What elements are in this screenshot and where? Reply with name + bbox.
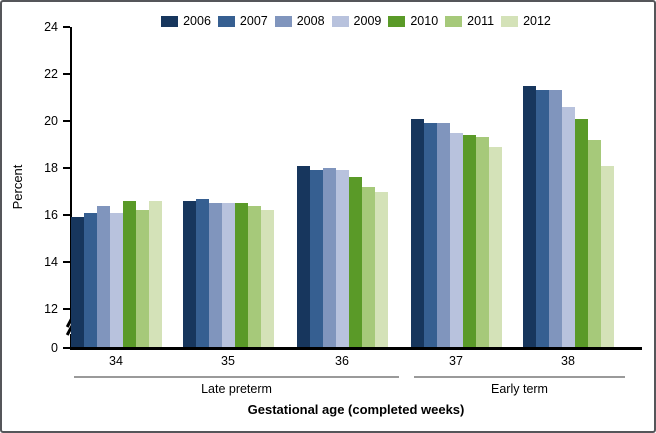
bar-35-2009 bbox=[222, 203, 235, 347]
y-axis-tick bbox=[63, 73, 70, 75]
category-line-late-preterm bbox=[74, 376, 399, 378]
legend-swatch-icon bbox=[388, 15, 406, 27]
x-tick-label-34: 34 bbox=[109, 354, 123, 368]
y-axis-tick-label: 24 bbox=[44, 20, 58, 34]
legend-swatch-icon bbox=[501, 15, 519, 27]
bar-36-2009 bbox=[336, 170, 349, 347]
bar-38-2008 bbox=[549, 90, 562, 347]
legend-label: 2012 bbox=[523, 14, 551, 28]
category-label-early-term: Early term bbox=[491, 382, 548, 396]
bar-38-2009 bbox=[562, 106, 575, 347]
y-axis-tick bbox=[63, 26, 70, 28]
x-tick-label-38: 38 bbox=[561, 354, 575, 368]
y-axis-tick bbox=[63, 120, 70, 122]
bar-37-2009 bbox=[450, 132, 463, 347]
legend-label: 2011 bbox=[467, 14, 495, 28]
bar-35-2012 bbox=[261, 210, 274, 347]
bar-34-2006 bbox=[71, 217, 84, 347]
bar-38-2006 bbox=[523, 85, 536, 347]
y-axis-line bbox=[70, 27, 72, 350]
bar-37-2007 bbox=[424, 123, 437, 347]
legend-label: 2008 bbox=[296, 14, 325, 28]
bar-34-2009 bbox=[110, 212, 123, 347]
bar-37-2012 bbox=[489, 146, 502, 347]
legend-swatch-icon bbox=[161, 15, 179, 27]
y-axis-tick-label: 0 bbox=[51, 341, 58, 355]
bar-35-2007 bbox=[196, 198, 209, 347]
y-axis-title: Percent bbox=[10, 164, 25, 210]
x-tick-label-35: 35 bbox=[221, 354, 235, 368]
bar-35-2006 bbox=[183, 200, 196, 347]
bar-35-2008 bbox=[209, 203, 222, 347]
y-axis-tick-label: 18 bbox=[44, 161, 58, 175]
bar-38-2012 bbox=[601, 165, 614, 347]
y-axis-tick-label: 12 bbox=[44, 302, 58, 316]
legend-item-2010: 2010 bbox=[388, 14, 438, 28]
legend-swatch-icon bbox=[331, 15, 349, 27]
bar-35-2011 bbox=[248, 205, 261, 347]
x-tick-label-36: 36 bbox=[335, 354, 349, 368]
bar-37-2010 bbox=[463, 135, 476, 347]
legend-item-2011: 2011 bbox=[445, 14, 494, 28]
bar-36-2008 bbox=[323, 168, 336, 347]
bar-34-2011 bbox=[136, 210, 149, 347]
y-axis-tick bbox=[63, 167, 70, 169]
bar-36-2012 bbox=[375, 191, 388, 347]
legend-item-2009: 2009 bbox=[331, 14, 382, 28]
legend-label: 2009 bbox=[353, 14, 382, 28]
legend-label: 2010 bbox=[410, 14, 439, 28]
bar-34-2010 bbox=[123, 200, 136, 347]
category-line-early-term bbox=[414, 376, 625, 378]
y-axis-tick-label: 22 bbox=[44, 67, 58, 81]
legend-item-2008: 2008 bbox=[274, 14, 325, 28]
bar-38-2007 bbox=[536, 90, 549, 347]
legend-swatch-icon bbox=[274, 15, 292, 27]
bar-36-2011 bbox=[362, 186, 375, 347]
category-label-late-preterm: Late preterm bbox=[201, 382, 272, 396]
bar-37-2008 bbox=[437, 123, 450, 347]
legend-item-2012: 2012 bbox=[501, 14, 551, 28]
bar-36-2010 bbox=[349, 177, 362, 347]
x-axis-line bbox=[70, 347, 642, 350]
legend-swatch-icon bbox=[217, 15, 235, 27]
legend-swatch-icon bbox=[445, 15, 463, 27]
bar-36-2006 bbox=[297, 165, 310, 347]
x-axis-title: Gestational age (completed weeks) bbox=[247, 402, 465, 417]
y-axis-tick-label: 16 bbox=[44, 208, 58, 222]
y-axis-tick-label: 20 bbox=[44, 114, 58, 128]
bar-34-2007 bbox=[84, 212, 97, 347]
y-axis-tick bbox=[63, 308, 70, 310]
bar-38-2011 bbox=[588, 139, 601, 347]
legend-item-2006: 2006 bbox=[161, 14, 211, 28]
y-axis-tick-label: 14 bbox=[44, 255, 58, 269]
y-axis-tick bbox=[63, 261, 70, 263]
bar-34-2008 bbox=[97, 205, 110, 347]
y-axis-tick bbox=[63, 214, 70, 216]
y-axis-tick bbox=[63, 347, 70, 349]
legend: 2006 2007 2008 2009 2010 2011 2012 bbox=[70, 14, 642, 28]
legend-label: 2007 bbox=[239, 14, 268, 28]
bar-38-2010 bbox=[575, 118, 588, 347]
legend-label: 2006 bbox=[183, 14, 211, 28]
bar-34-2012 bbox=[149, 200, 162, 347]
x-tick-label-37: 37 bbox=[449, 354, 463, 368]
bar-36-2007 bbox=[310, 170, 323, 347]
legend-item-2007: 2007 bbox=[217, 14, 268, 28]
bar-37-2006 bbox=[411, 118, 424, 347]
bar-37-2011 bbox=[476, 137, 489, 347]
bar-35-2010 bbox=[235, 203, 248, 347]
